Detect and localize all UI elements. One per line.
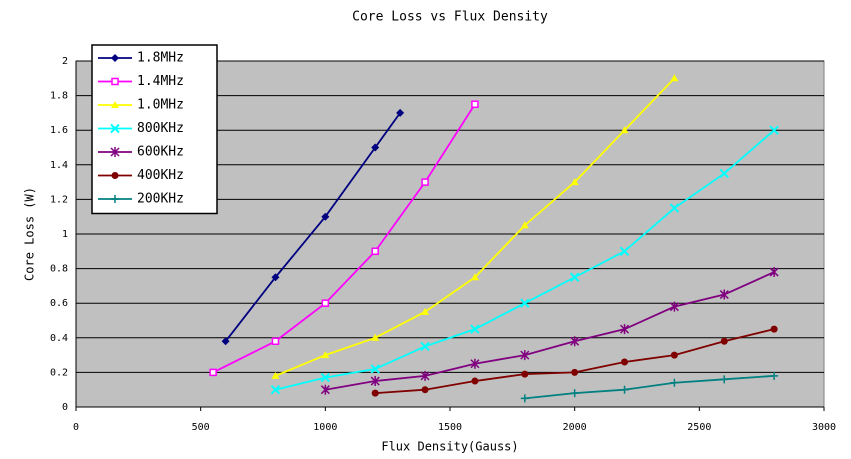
marker [719, 289, 729, 300]
series-line [212, 103, 476, 374]
marker [720, 337, 728, 345]
marker [321, 299, 330, 307]
legend-label: 800KHz [137, 121, 184, 136]
legend-marker [110, 147, 120, 157]
marker [670, 74, 679, 82]
legend-marker [111, 101, 119, 108]
marker [669, 203, 680, 213]
marker [769, 267, 779, 278]
legend-label: 400KHz [137, 168, 184, 183]
legend-marker [111, 54, 119, 62]
marker [770, 325, 778, 333]
marker [770, 371, 779, 380]
x-axis-label: Flux Density(Gauss) [381, 440, 518, 454]
marker [570, 178, 579, 186]
x-tick-label: 500 [192, 422, 210, 433]
marker [669, 301, 679, 312]
legend-marker [111, 195, 119, 203]
marker [620, 126, 629, 134]
marker [221, 337, 230, 346]
marker [421, 307, 430, 315]
marker [571, 368, 579, 376]
marker [420, 341, 430, 352]
marker [420, 370, 430, 381]
marker [271, 337, 280, 346]
marker [569, 272, 580, 282]
marker [520, 394, 529, 403]
marker [470, 358, 480, 369]
marker [470, 273, 479, 281]
marker [320, 372, 331, 383]
marker [520, 298, 530, 308]
marker [570, 336, 580, 347]
marker [371, 143, 380, 152]
y-tick-label: 2 [62, 56, 68, 67]
marker [620, 324, 630, 335]
x-tick-label: 1000 [313, 422, 337, 433]
legend-marker [111, 172, 119, 179]
x-tick-label: 0 [73, 422, 79, 433]
y-tick-label: 0.2 [50, 367, 68, 378]
marker [621, 358, 629, 366]
marker [209, 368, 217, 377]
legend: 1.8MHz 1.4MHz 1.0MHz 800KHz 600KHz 400KHz 200K… [91, 44, 218, 215]
marker [271, 371, 280, 379]
marker [271, 273, 280, 282]
marker [370, 364, 380, 374]
marker [371, 247, 379, 256]
y-tick-label: 0.4 [50, 333, 68, 344]
y-tick-label: 0 [62, 402, 68, 413]
y-tick-label: 0.6 [50, 298, 68, 309]
legend-label: 1.8MHz [137, 51, 184, 66]
marker [421, 178, 429, 186]
y-tick-label: 1.4 [50, 160, 68, 171]
marker [670, 378, 679, 387]
marker [670, 351, 678, 359]
legend-label: 600KHz [137, 145, 184, 160]
y-tick-label: 1.6 [50, 125, 68, 136]
marker [619, 246, 630, 257]
marker [570, 389, 579, 398]
legend-marker [111, 77, 119, 86]
marker [371, 389, 379, 397]
marker [321, 212, 330, 221]
marker [520, 350, 530, 361]
marker [720, 375, 729, 384]
series-line [524, 374, 775, 400]
marker [620, 385, 629, 394]
marker [769, 125, 779, 135]
legend-marker [110, 123, 120, 134]
marker [471, 100, 479, 108]
y-tick-label: 1.2 [50, 194, 68, 205]
x-tick-label: 2500 [687, 422, 711, 433]
marker [321, 351, 330, 359]
marker [370, 376, 380, 387]
chart-title: Core Loss vs Flux Density [352, 10, 548, 25]
marker [371, 333, 380, 341]
marker [719, 168, 729, 179]
x-tick-label: 2000 [563, 422, 587, 433]
legend-label: 1.0MHz [137, 98, 184, 113]
marker [471, 377, 479, 385]
marker [421, 386, 429, 394]
marker [396, 108, 405, 117]
y-tick-label: 1.8 [50, 91, 68, 102]
marker [320, 384, 330, 395]
marker [470, 324, 480, 334]
legend-label: 1.4MHz [137, 74, 184, 89]
marker [270, 384, 281, 395]
x-tick-label: 3000 [812, 422, 836, 433]
y-tick-label: 0.8 [50, 264, 68, 275]
x-tick-label: 1500 [438, 422, 462, 433]
marker [521, 370, 529, 378]
y-axis-label: Core Loss (W) [23, 187, 37, 281]
legend-label: 200KHz [137, 192, 184, 207]
series-line [325, 271, 775, 391]
y-tick-label: 1 [62, 229, 68, 240]
marker [520, 221, 529, 229]
